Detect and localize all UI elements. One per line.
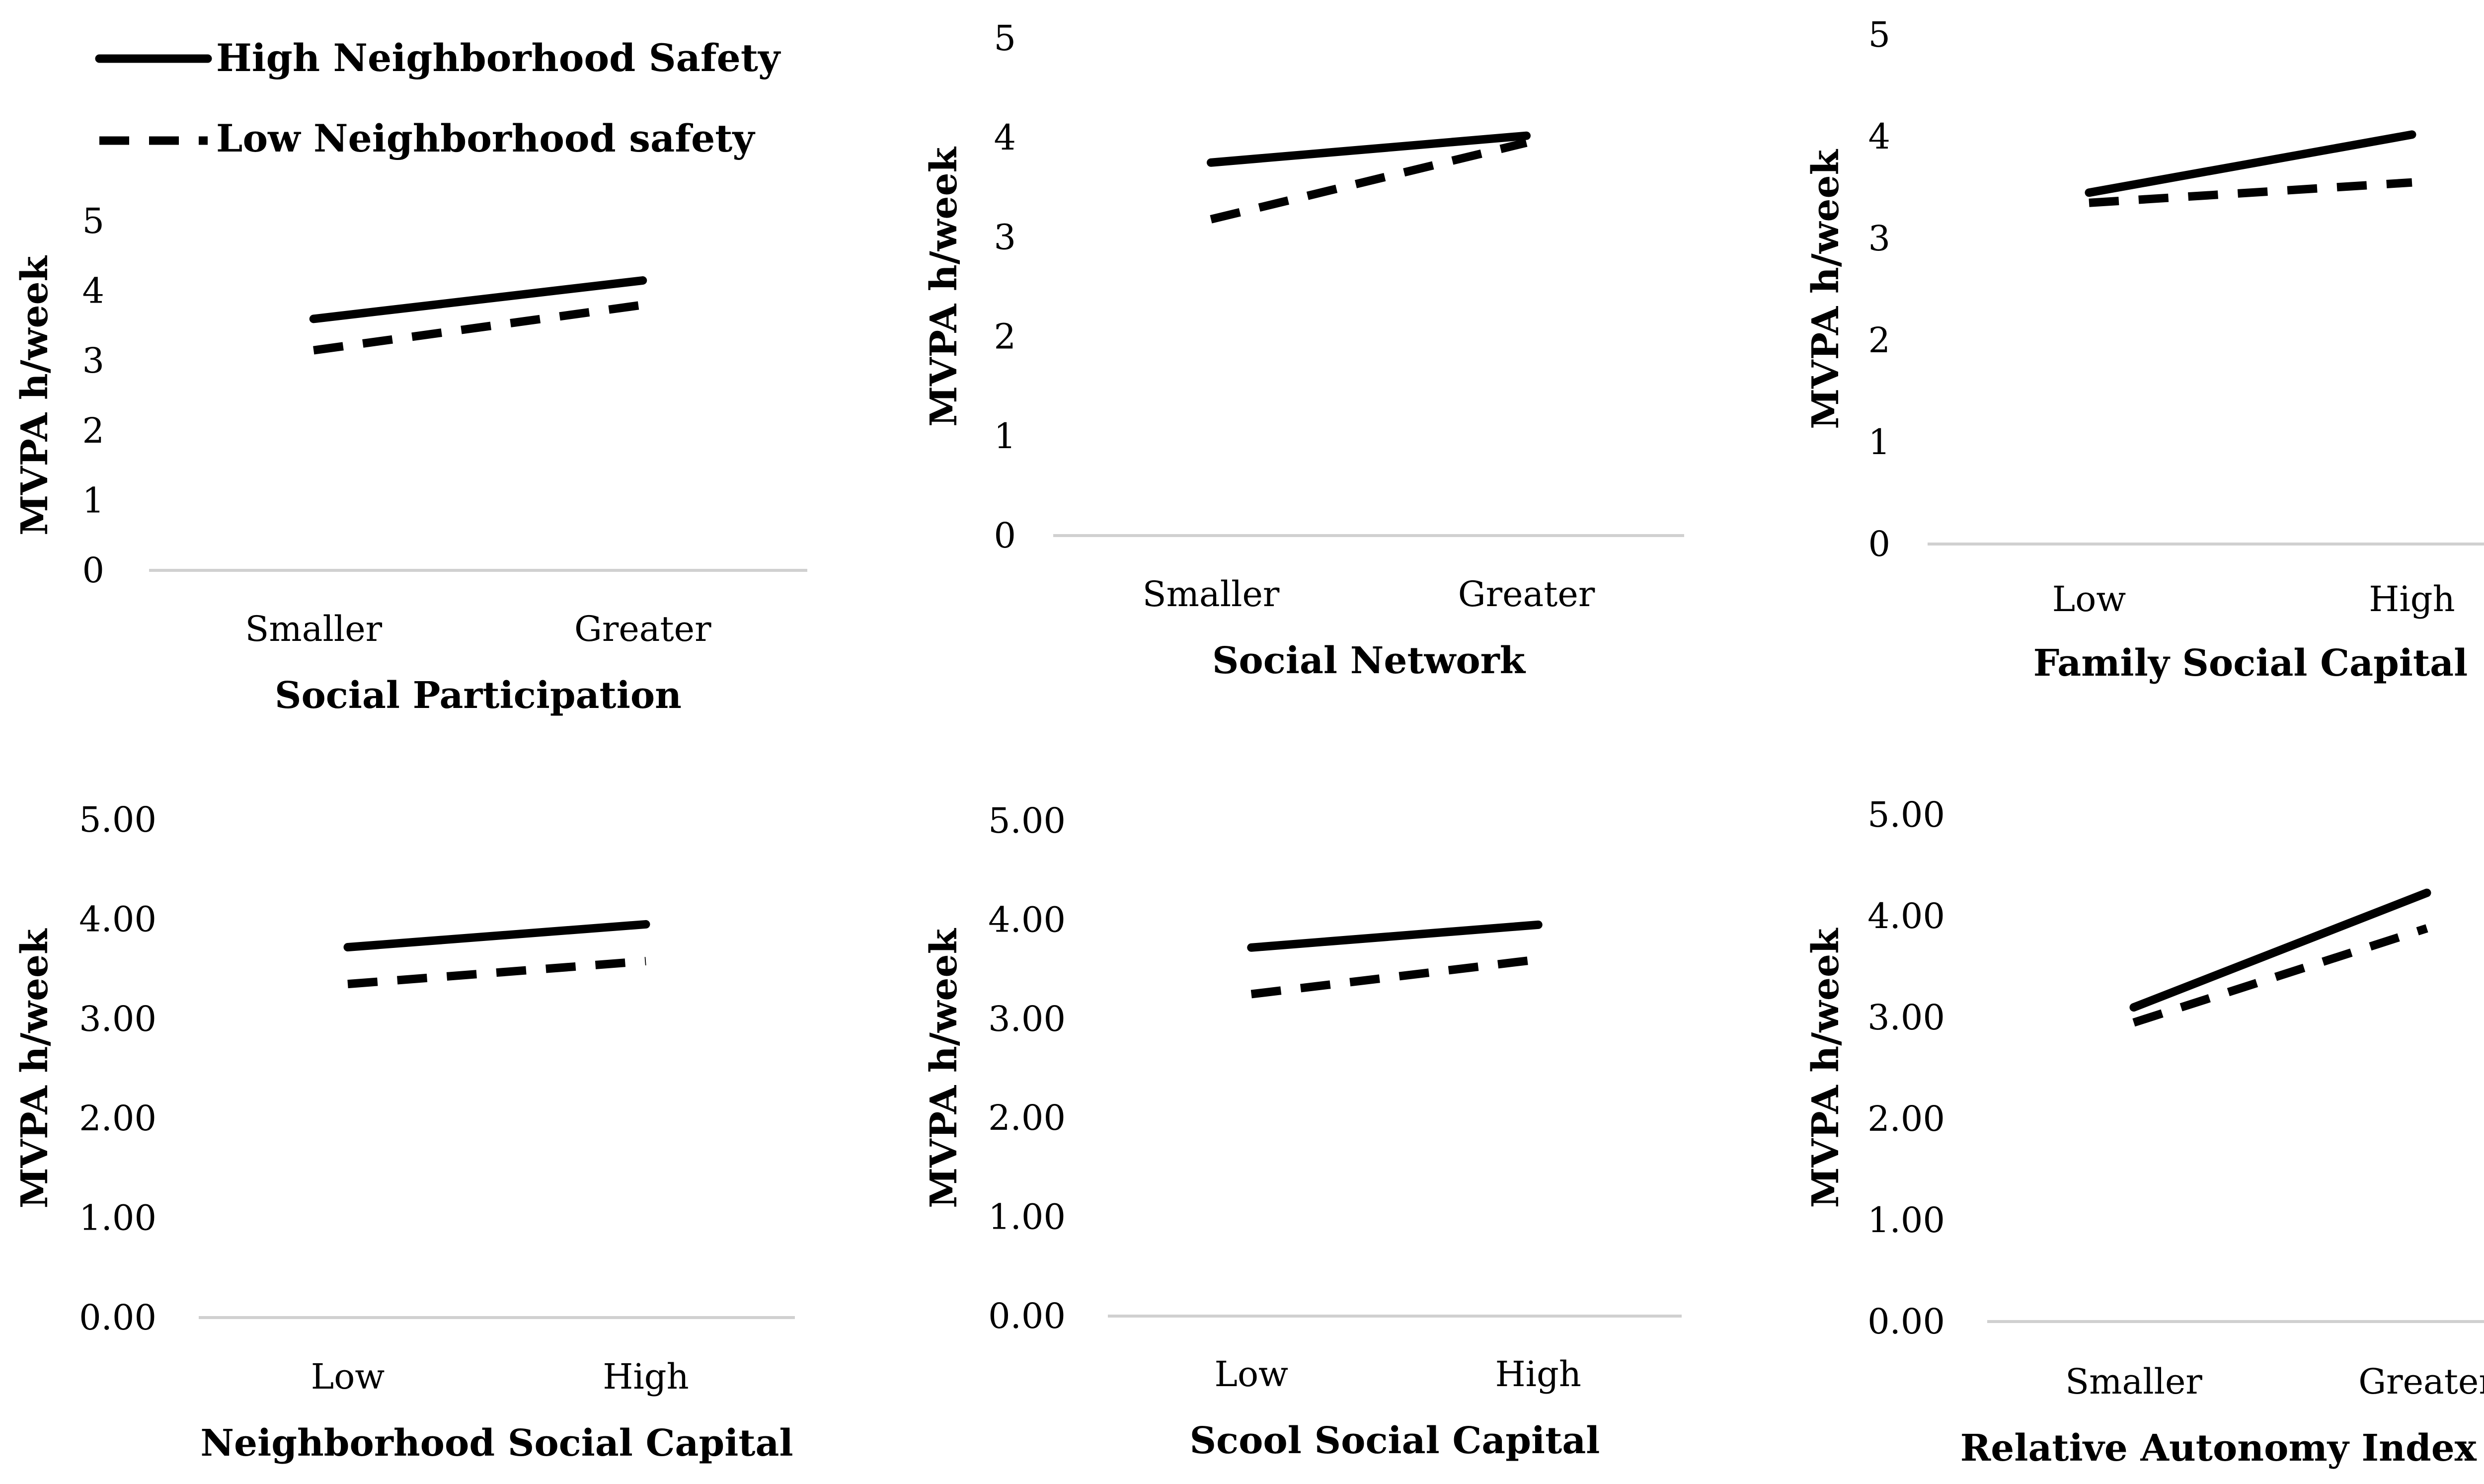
x-tick-label: Smaller [245,609,382,649]
x-tick-label: High [2369,579,2455,620]
series-line-low-safety [1210,138,1528,224]
series-line-low-safety [313,301,643,355]
x-tick-label: Low [311,1356,385,1397]
y-axis-title: MVPA h/week [13,928,56,1208]
y-tick-label: 0.00 [1867,1301,1945,1342]
y-axis-title: MVPA h/week [1804,149,1847,429]
legend: High Neighborhood Safety Low Neighborhoo… [95,36,781,160]
series-line-low-safety [2132,924,2428,1027]
panel-school-social-capital: 0.00 1.00 2.00 3.00 4.00 5.00 Low High Scool Soc… [923,800,1682,1462]
y-tick-label: 5.00 [1867,794,1945,835]
y-tick-label: 4.00 [988,899,1066,940]
y-axis-title: MVPA h/week [923,146,965,426]
y-tick-label: 4 [1868,116,1890,157]
y-tick-label: 3 [994,217,1016,257]
y-tick-label: 5 [82,201,104,241]
x-axis-title: Neighborhood Social Capital [200,1422,793,1465]
y-tick-label: 0 [994,515,1016,556]
y-tick-label: 0 [82,550,104,591]
y-tick-label: 1 [1868,422,1890,463]
panel-neighborhood-social-capital: 0.00 1.00 2.00 3.00 4.00 5.00 Low High Neighborh… [13,799,795,1465]
x-tick-label: Greater [2358,1361,2484,1402]
x-tick-label: Low [2052,579,2126,620]
y-tick-label: 5 [994,18,1016,59]
y-tick-label: 4.00 [1867,896,1945,937]
x-axis-title: Scool Social Capital [1190,1419,1600,1462]
x-tick-label: Smaller [1143,574,1280,615]
y-tick-label: 1 [994,416,1016,457]
x-tick-label: High [1495,1354,1581,1395]
legend-label-low: Low Neighborhood safety [216,116,755,160]
panel-social-network: 0 1 2 3 4 5 Smaller Greater Social Network MVPA h… [923,18,1684,682]
series-line-high-safety [343,920,650,952]
series-line-low-safety [347,957,646,989]
y-tick-label: 1.00 [1867,1200,1945,1241]
y-tick-label: 2 [1868,320,1890,361]
y-tick-label: 3 [82,340,104,381]
legend-label-high: High Neighborhood Safety [216,36,781,80]
series-line-low-safety [2089,178,2412,207]
y-tick-label: 5 [1868,14,1890,55]
x-tick-label: Low [1214,1354,1288,1395]
x-tick-label: Greater [574,609,711,649]
panel-social-participation: 0 1 2 3 4 5 Smaller Greater Social Participation… [13,201,807,717]
y-tick-label: 2 [994,316,1016,357]
y-tick-label: 1.00 [988,1197,1066,1238]
y-tick-label: 3 [1868,218,1890,259]
series-line-high-safety [309,276,647,323]
y-tick-label: 1 [82,480,104,521]
y-tick-label: 2.00 [1867,1098,1945,1139]
y-tick-label: 0 [1868,524,1890,564]
series-line-high-safety [2085,130,2416,197]
y-tick-label: 3.00 [1867,997,1945,1038]
y-axis-title: MVPA h/week [13,255,56,535]
x-tick-label: Smaller [2065,1361,2202,1402]
y-tick-label: 4 [994,117,1016,158]
panel-relative-autonomy-index: 0.00 1.00 2.00 3.00 4.00 5.00 Smaller Greater Re… [1804,794,2484,1470]
y-tick-label: 2.00 [79,1098,156,1139]
x-axis-title: Relative Autonomy Index (RAI) [1960,1427,2484,1470]
x-axis-title: Family Social Capital [2033,642,2468,685]
x-tick-label: High [603,1356,689,1397]
x-axis-title: Social Network [1212,639,1526,682]
series-line-high-safety [1247,920,1543,952]
x-axis-title: Social Participation [275,674,682,717]
series-line-high-safety [1207,131,1531,167]
panel-family-social-capital: 0 1 2 3 4 5 Low High Family Social Capital MVPA h… [1804,14,2484,685]
series-line-high-safety [2129,888,2431,1012]
y-tick-label: 2 [82,410,104,451]
y-tick-label: 5.00 [79,799,156,840]
series-line-low-safety [1250,955,1539,999]
y-tick-label: 2.00 [988,1097,1066,1138]
y-tick-label: 3.00 [79,999,156,1039]
y-tick-label: 0.00 [79,1297,156,1338]
y-tick-label: 0.00 [988,1296,1066,1336]
y-tick-label: 4.00 [79,899,156,939]
y-axis-title: MVPA h/week [1804,928,1847,1208]
y-tick-label: 4 [82,271,104,312]
y-tick-label: 5.00 [988,800,1066,841]
y-tick-label: 3.00 [988,999,1066,1039]
x-tick-label: Greater [1458,574,1595,615]
y-tick-label: 1.00 [79,1198,156,1239]
y-axis-title: MVPA h/week [923,928,965,1208]
